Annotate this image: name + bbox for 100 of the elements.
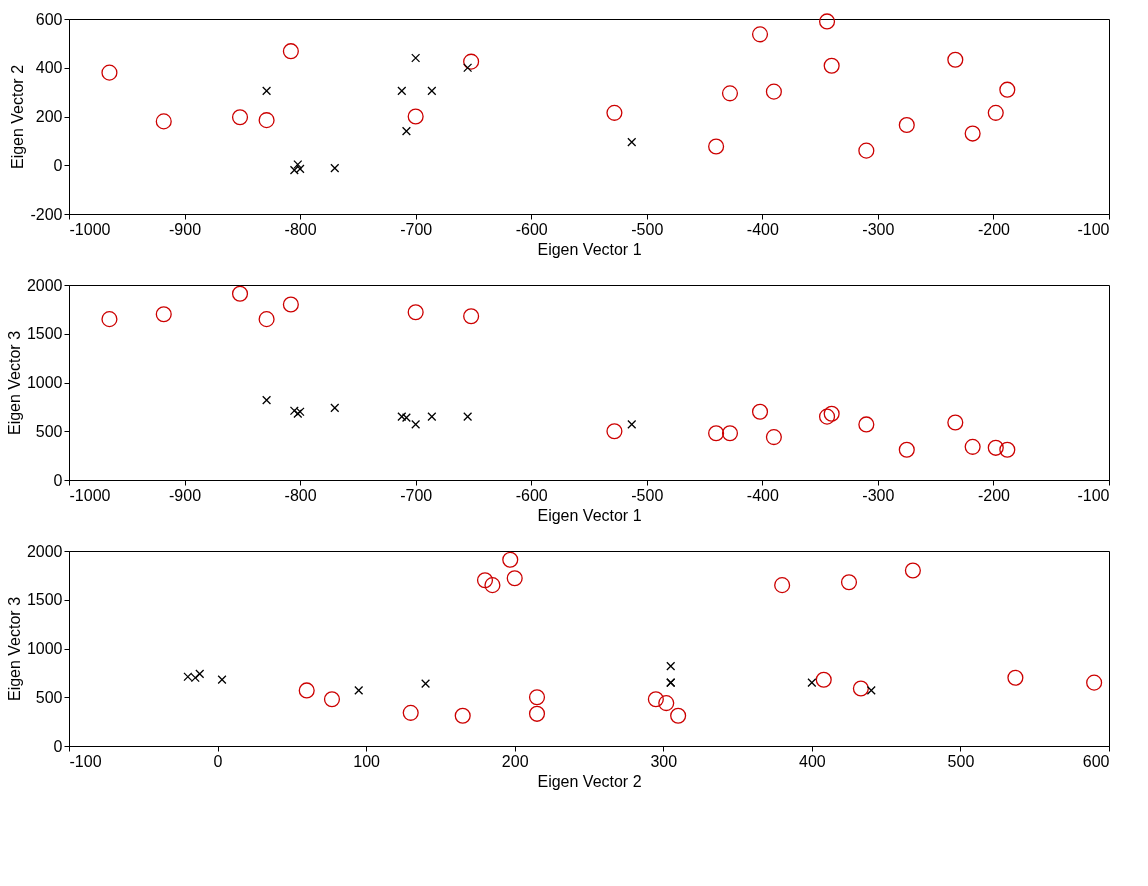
point	[330, 403, 340, 413]
x-tick-label: -100	[1077, 220, 1110, 238]
point	[101, 64, 118, 81]
point	[708, 138, 725, 155]
point	[101, 311, 118, 328]
point	[947, 51, 964, 68]
y-tick-label: 1000	[26, 374, 63, 391]
y-tick-label: 1500	[26, 591, 63, 609]
y-tick-label: 200	[35, 108, 63, 125]
point	[155, 113, 172, 130]
y-tick-label: 600	[35, 10, 63, 28]
point	[708, 425, 725, 442]
x-tick-label: -600	[515, 486, 548, 504]
x-tick-label: -700	[400, 220, 433, 238]
point	[987, 104, 1004, 121]
point	[463, 412, 473, 422]
point	[282, 43, 299, 60]
x-tick-label: -100	[1077, 486, 1110, 504]
point	[818, 13, 836, 30]
point	[407, 304, 424, 321]
y-axis-title: Eigen Vector 3	[5, 330, 23, 436]
point	[823, 57, 840, 74]
point	[627, 419, 637, 429]
point	[231, 285, 249, 302]
x-tick-label: -100	[69, 752, 102, 770]
point	[898, 116, 915, 134]
x-tick-label: 600	[1082, 752, 1110, 770]
point	[258, 311, 275, 328]
point	[397, 86, 407, 96]
x-axis-title: Eigen Vector 1	[537, 240, 642, 258]
x-axis-title: Eigen Vector 2	[537, 772, 642, 790]
x-tick-label: -800	[284, 486, 317, 504]
point	[427, 86, 437, 96]
x-tick-label: -1000	[69, 220, 111, 238]
x-tick-label: -400	[746, 220, 779, 238]
x-tick-label: -500	[631, 220, 664, 238]
x-tick-label: -200	[977, 486, 1011, 504]
point	[463, 53, 480, 70]
y-tick-label: 1000	[26, 640, 63, 657]
x-tick-label: 200	[501, 752, 529, 770]
point	[818, 408, 836, 425]
point	[751, 403, 769, 420]
point	[606, 104, 623, 121]
point	[823, 405, 840, 422]
point	[627, 137, 637, 147]
y-axis-title: Eigen Vector 2	[9, 64, 27, 170]
x-axis-title: Eigen Vector 1	[537, 506, 642, 524]
y-tick-label: 400	[35, 59, 63, 77]
y-tick-label: -200	[30, 205, 63, 223]
y-tick-label: 0	[53, 737, 63, 755]
y-tick-label: 500	[35, 422, 63, 440]
x-tick-label: -800	[284, 220, 317, 238]
point	[858, 416, 875, 433]
point	[262, 86, 272, 96]
x-tick-label: -500	[631, 486, 664, 504]
point	[330, 163, 340, 173]
y-tick-label: 1500	[26, 325, 63, 343]
point	[155, 306, 172, 323]
x-tick-label: 300	[650, 752, 678, 770]
x-tick-label: -600	[515, 220, 548, 238]
x-tick-label: -400	[746, 486, 779, 504]
y-tick-label: 0	[53, 156, 63, 174]
point	[411, 419, 421, 429]
x-tick-label: -300	[862, 220, 895, 238]
y-tick-label: 2000	[26, 276, 63, 294]
x-tick-label: -700	[400, 486, 433, 504]
point	[964, 125, 981, 142]
x-tick-label: 0	[213, 752, 223, 770]
point	[606, 423, 623, 440]
point	[964, 438, 981, 455]
point	[947, 414, 964, 431]
point	[898, 441, 915, 458]
x-tick-label: 500	[947, 752, 975, 770]
y-tick-label: 500	[35, 688, 63, 706]
y-tick-label: 2000	[26, 542, 63, 560]
point	[401, 413, 411, 423]
point	[401, 126, 411, 136]
point	[765, 83, 782, 100]
point	[751, 26, 769, 43]
x-tick-label: -300	[862, 486, 895, 504]
point	[262, 395, 272, 405]
y-axis-title: Eigen Vector 3	[5, 596, 23, 702]
point	[407, 108, 424, 125]
point	[231, 109, 249, 126]
x-tick-label: -1000	[69, 486, 111, 504]
point	[999, 441, 1016, 458]
point	[397, 412, 407, 422]
point	[765, 429, 782, 446]
point	[411, 53, 421, 63]
x-tick-label: -900	[169, 486, 202, 504]
point	[858, 142, 875, 159]
point	[427, 412, 437, 422]
point	[987, 439, 1004, 456]
x-tick-label: 100	[353, 752, 381, 770]
point	[258, 112, 275, 129]
point	[721, 85, 739, 102]
x-tick-label: 400	[799, 752, 826, 770]
x-tick-label: -200	[977, 220, 1011, 238]
point	[293, 160, 303, 170]
point	[463, 308, 480, 325]
